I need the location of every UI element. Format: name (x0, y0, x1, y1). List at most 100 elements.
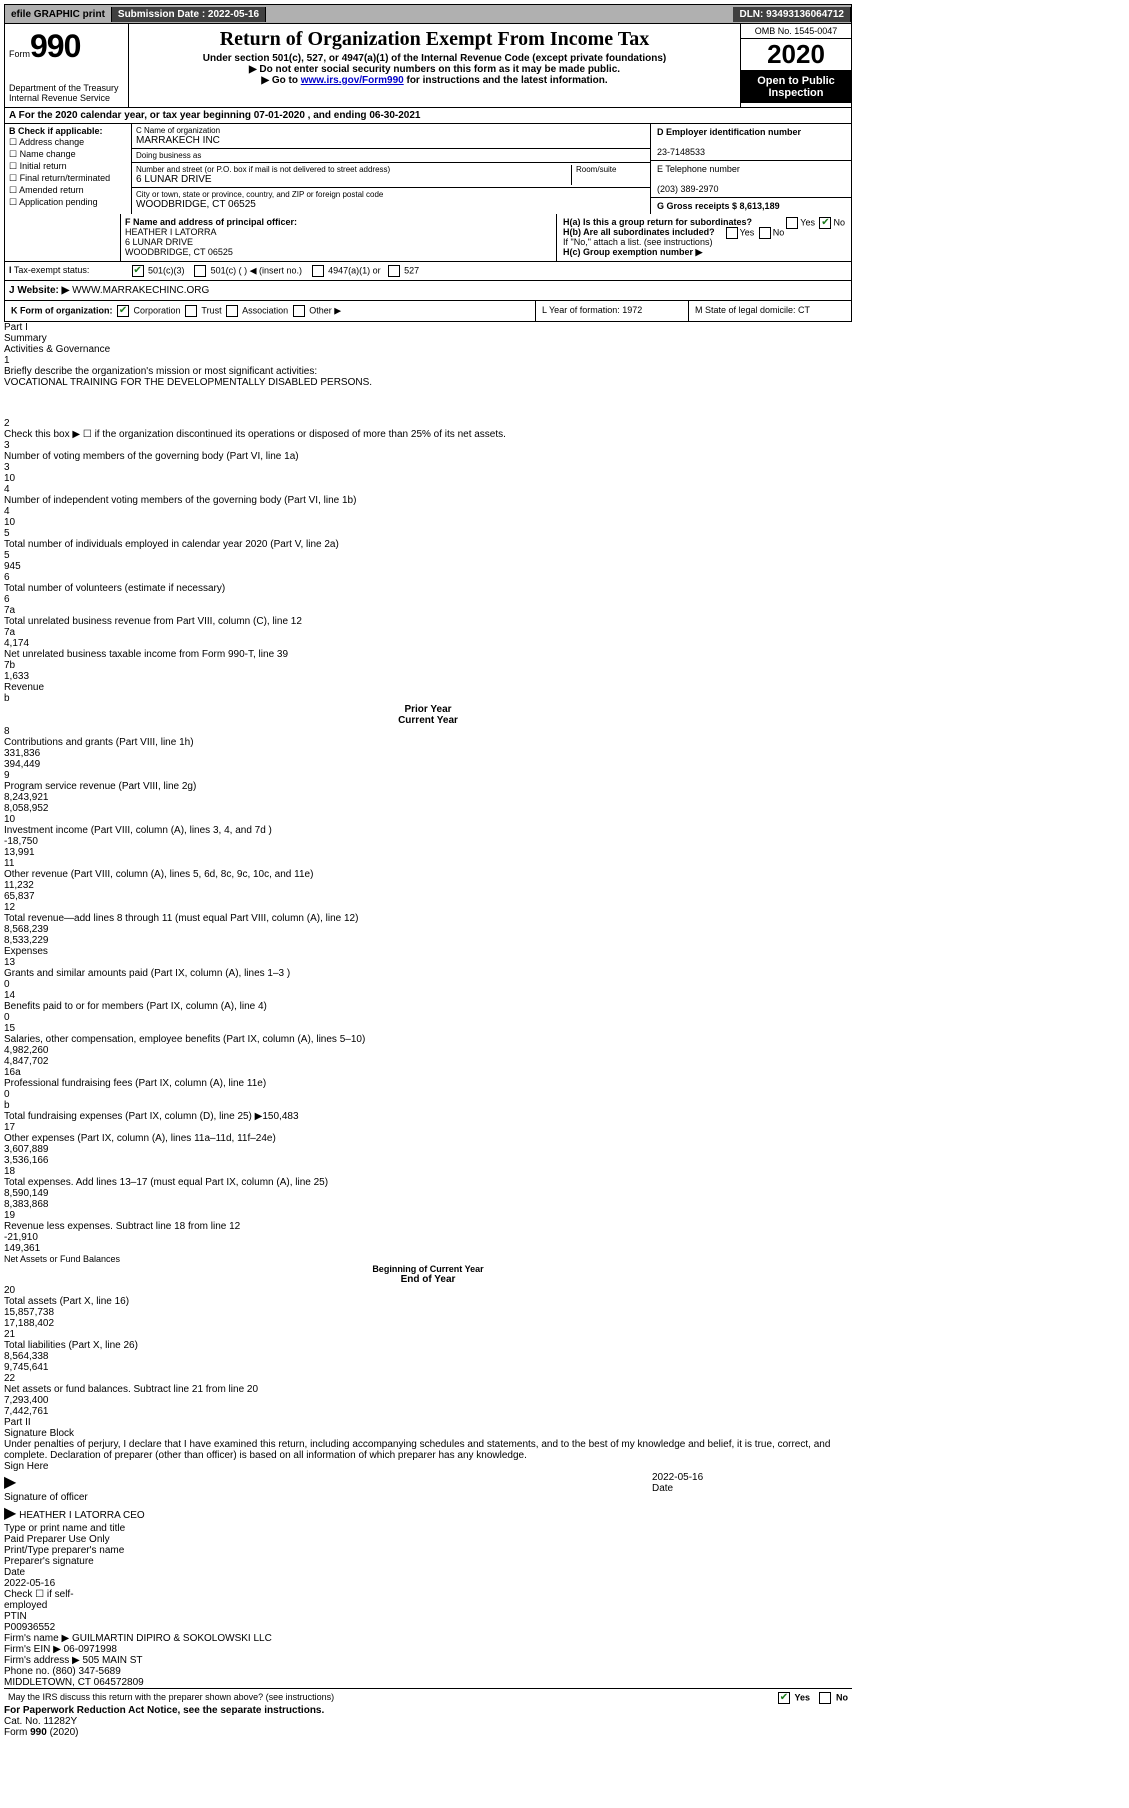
firm-tel-value: (860) 347-5689 (52, 1666, 120, 1677)
page-footer: For Paperwork Reduction Act Notice, see … (4, 1705, 852, 1738)
part1-tab: Part I (4, 322, 852, 333)
line16a-curr: 0 (4, 1089, 852, 1100)
officer-label: F Name and address of principal officer: (125, 217, 297, 227)
line7a-desc: Total unrelated business revenue from Pa… (4, 616, 852, 627)
chk-amended-return[interactable]: ☐ Amended return (9, 185, 127, 196)
dln-label: DLN: 93493136064712 (733, 7, 851, 22)
hb-no[interactable] (759, 227, 771, 239)
website-label: J Website: ▶ (9, 285, 69, 296)
paid-preparer-section: Paid Preparer Use Only Print/Type prepar… (4, 1534, 852, 1688)
signature-of-officer-label: Signature of officer (4, 1492, 642, 1503)
line5-val: 945 (4, 561, 852, 572)
instr-nossn: ▶ Do not enter social security numbers o… (135, 64, 734, 75)
city-label: City or town, state or province, country… (136, 190, 646, 199)
line22-desc: Net assets or fund balances. Subtract li… (4, 1384, 852, 1395)
hb-note: If "No," attach a list. (see instruction… (563, 237, 845, 247)
footer-form: Form 990 (2020) (4, 1727, 852, 1738)
form-header: Form990 Department of the Treasury Inter… (4, 24, 852, 108)
firm-addr-value: 505 MAIN ST (83, 1655, 143, 1666)
part1-title: Summary (4, 333, 852, 344)
ha-no[interactable] (819, 217, 831, 229)
line20-desc: Total assets (Part X, line 16) (4, 1296, 852, 1307)
line15-prior: 4,982,260 (4, 1045, 852, 1056)
expenses-section: Expenses 13Grants and similar amounts pa… (4, 946, 852, 1254)
chk-name-change[interactable]: ☐ Name change (9, 149, 127, 160)
chk-501c[interactable] (194, 265, 206, 277)
hdr-prior-year: Prior Year (4, 704, 852, 715)
vtab-expenses: Expenses (4, 946, 852, 957)
chk-trust[interactable] (185, 305, 197, 317)
chk-final-return[interactable]: ☐ Final return/terminated (9, 173, 127, 184)
firm-addr-label: Firm's address ▶ (4, 1655, 80, 1666)
line9-prior: 8,243,921 (4, 792, 852, 803)
line7a-val: 4,174 (4, 638, 852, 649)
net-assets-section: Net Assets or Fund Balances Beginning of… (4, 1254, 852, 1417)
chk-application-pending[interactable]: ☐ Application pending (9, 197, 127, 208)
instr-goto: ▶ Go to www.irs.gov/Form990 for instruct… (135, 75, 734, 86)
chk-address-change[interactable]: ☐ Address change (9, 137, 127, 148)
gross-row: G Gross receipts $ 8,613,189 (651, 198, 851, 214)
firm-tel-label: Phone no. (4, 1666, 50, 1677)
vtab-governance: Activities & Governance (4, 344, 852, 355)
chk-initial-return[interactable]: ☐ Initial return (9, 161, 127, 172)
top-action-bar: efile GRAPHIC print Submission Date : 20… (4, 4, 852, 24)
footer-catno: Cat. No. 11282Y (4, 1716, 852, 1727)
part1-header: Part I Summary (4, 322, 852, 344)
line17-curr: 3,536,166 (4, 1155, 852, 1166)
vtab-net-assets: Net Assets or Fund Balances (4, 1254, 852, 1264)
hdr-current-year: Current Year (4, 715, 852, 726)
chk-assoc[interactable] (226, 305, 238, 317)
part2-tab: Part II (4, 1417, 852, 1428)
line19-desc: Revenue less expenses. Subtract line 18 … (4, 1221, 852, 1232)
signature-block: Sign Here ▶ Signature of officer 2022-05… (4, 1461, 852, 1705)
penalty-statement: Under penalties of perjury, I declare th… (4, 1439, 852, 1461)
line17-prior: 3,607,889 (4, 1144, 852, 1155)
date-label: Date (652, 1483, 852, 1494)
line15-curr: 4,847,702 (4, 1056, 852, 1067)
goto-link[interactable]: www.irs.gov/Form990 (301, 75, 404, 86)
form-number: 990 (30, 28, 80, 64)
org-name-row: C Name of organization MARRAKECH INC (132, 124, 650, 149)
prep-date-hdr: Date (4, 1567, 25, 1578)
line10-prior: -18,750 (4, 836, 852, 847)
vtab-revenue: Revenue (4, 682, 852, 693)
website-value[interactable]: WWW.MARRAKECHINC.ORG (72, 285, 209, 296)
line22-prior: 7,293,400 (4, 1395, 852, 1406)
line9-curr: 8,058,952 (4, 803, 852, 814)
firm-ein-label: Firm's EIN ▶ (4, 1644, 61, 1655)
self-employed-chk[interactable]: Check ☐ if self-employed (4, 1589, 94, 1611)
ha-label: H(a) Is this a group return for subordin… (563, 217, 752, 227)
row-f-h: F Name and address of principal officer:… (4, 214, 852, 262)
ein-row: D Employer identification number 23-7148… (651, 124, 851, 161)
omb-number: OMB No. 1545-0047 (741, 24, 851, 39)
chk-527[interactable] (388, 265, 400, 277)
chk-other[interactable] (293, 305, 305, 317)
ein-value: 23-7148533 (657, 147, 705, 157)
chk-corp[interactable] (117, 305, 129, 317)
goto-post: for instructions and the latest informat… (404, 75, 608, 86)
hb-yes[interactable] (726, 227, 738, 239)
form-subtitle: Under section 501(c), 527, or 4947(a)(1)… (135, 53, 734, 64)
dba-row: Doing business as (132, 149, 650, 163)
form-title: Return of Organization Exempt From Incom… (135, 28, 734, 51)
footer-paperwork: For Paperwork Reduction Act Notice, see … (4, 1705, 324, 1716)
prep-date-val: 2022-05-16 (4, 1578, 55, 1589)
line11-prior: 11,232 (4, 880, 852, 891)
state-domicile: M State of legal domicile: CT (689, 301, 851, 321)
chk-4947[interactable] (312, 265, 324, 277)
f-spacer (5, 214, 120, 261)
line18-curr: 8,383,868 (4, 1199, 852, 1210)
discuss-text: May the IRS discuss this return with the… (8, 1692, 334, 1702)
chk-501c3[interactable] (132, 265, 144, 277)
revenue-section: Revenue bPrior YearCurrent Year 8Contrib… (4, 682, 852, 946)
line15-desc: Salaries, other compensation, employee b… (4, 1034, 852, 1045)
line13-curr: 0 (4, 979, 852, 990)
discuss-yes[interactable] (778, 1692, 790, 1704)
discuss-no[interactable] (819, 1692, 831, 1704)
line4-desc: Number of independent voting members of … (4, 495, 852, 506)
line20-prior: 15,857,738 (4, 1307, 852, 1318)
open-to-public: Open to Public Inspection (741, 71, 851, 103)
line8-desc: Contributions and grants (Part VIII, lin… (4, 737, 852, 748)
ha-yes[interactable] (786, 217, 798, 229)
line3-desc: Number of voting members of the governin… (4, 451, 852, 462)
